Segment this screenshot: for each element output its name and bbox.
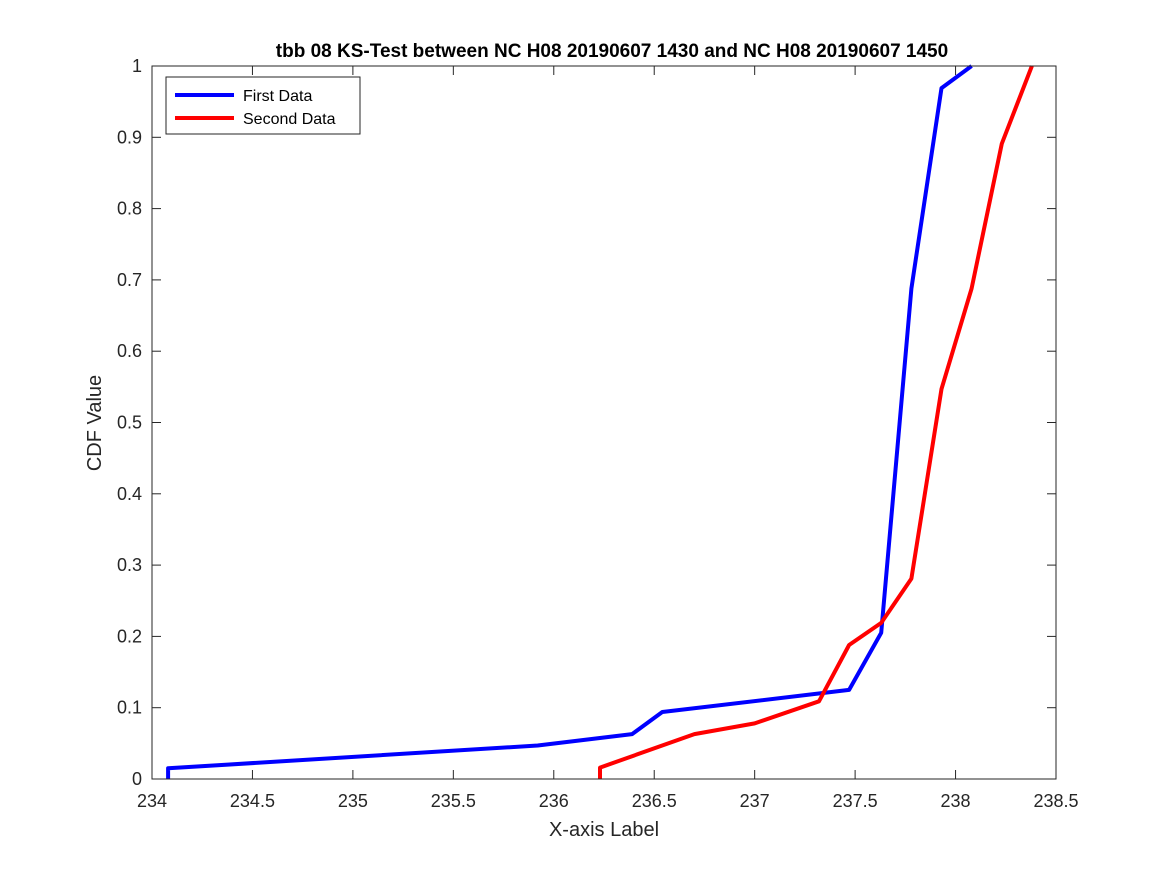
x-tick-label: 234.5 <box>230 791 275 811</box>
y-axis-label: CDF Value <box>84 375 106 471</box>
series-layer <box>166 64 1034 779</box>
x-tick-label: 234 <box>137 791 167 811</box>
series-line-second-data <box>598 65 1034 779</box>
x-tick-label: 235 <box>338 791 368 811</box>
x-tick-label: 237 <box>740 791 770 811</box>
x-tick-label: 238.5 <box>1033 791 1078 811</box>
y-tick-label: 0.1 <box>117 698 142 718</box>
x-tick-label: 237.5 <box>833 791 878 811</box>
legend-label-first-data: First Data <box>243 88 312 105</box>
series-line-first-data <box>166 64 973 779</box>
x-tick-label: 235.5 <box>431 791 476 811</box>
x-tick-label: 238 <box>941 791 971 811</box>
legend-box <box>165 76 361 135</box>
y-tick-label: 0.2 <box>117 626 142 646</box>
y-tick-label: 0 <box>132 769 142 789</box>
y-tick-label: 1 <box>132 56 142 76</box>
y-tick-label: 0.3 <box>117 555 142 575</box>
y-tick-label: 0.7 <box>117 270 142 290</box>
y-tick-label: 0.8 <box>117 199 142 219</box>
x-tick-label: 236.5 <box>632 791 677 811</box>
y-tick-label: 0.6 <box>117 341 142 361</box>
x-tick-label: 236 <box>539 791 569 811</box>
legend: First Data Second Data <box>165 76 361 135</box>
y-tick-label: 0.4 <box>117 484 142 504</box>
chart-title: tbb 08 KS-Test between NC H08 20190607 1… <box>276 41 948 62</box>
ticks-layer: 234 234.5 235 235.5 236 236.5 237 237.5 238 238.5… <box>117 56 1079 811</box>
legend-label-second-data: Second Data <box>243 111 336 128</box>
x-axis-label: X-axis Label <box>549 819 659 841</box>
y-tick-label: 0.5 <box>117 413 142 433</box>
y-tick-label: 0.9 <box>117 127 142 147</box>
plot-area-box <box>151 65 1057 780</box>
